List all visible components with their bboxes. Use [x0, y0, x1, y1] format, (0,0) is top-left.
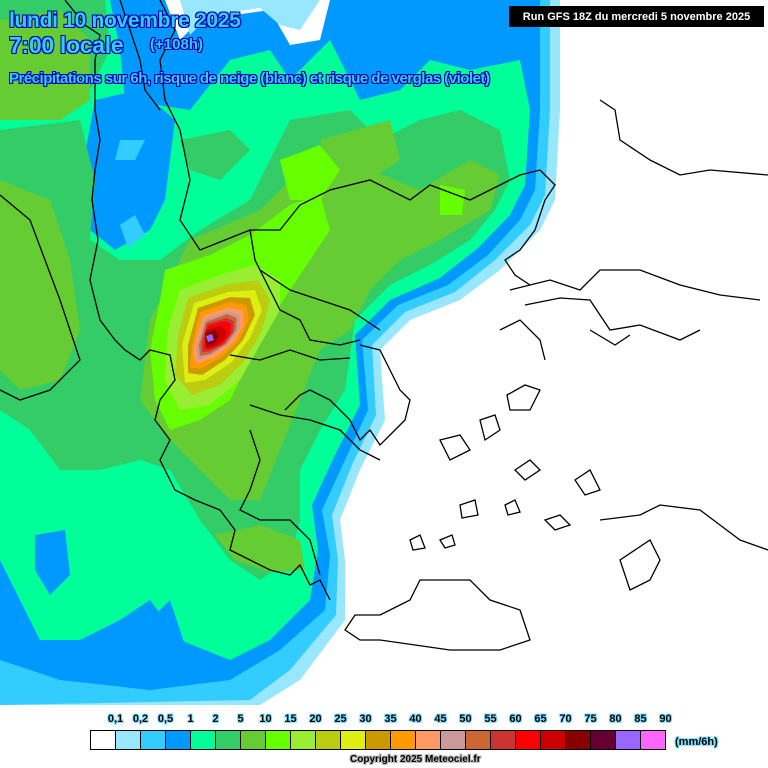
legend-threshold-label: 30: [359, 713, 372, 725]
legend-threshold-label: 25: [334, 713, 347, 725]
legend-swatch: [91, 731, 116, 749]
legend-swatch: [316, 731, 341, 749]
forecast-time: 7:00 locale: [9, 32, 124, 58]
legend-threshold-label: 2: [212, 713, 219, 725]
legend-threshold-label: 15: [284, 713, 297, 725]
legend-threshold-label: 75: [584, 713, 597, 725]
legend-threshold-label: 1: [187, 713, 194, 725]
legend-threshold-label: 85: [634, 713, 647, 725]
legend-threshold-label: 65: [534, 713, 547, 725]
legend-swatch: [591, 731, 616, 749]
legend-swatch: [266, 731, 291, 749]
legend-swatch: [216, 731, 241, 749]
legend-threshold-label: 45: [434, 713, 447, 725]
legend-swatch: [291, 731, 316, 749]
forecast-date: lundi 10 novembre 2025: [9, 9, 241, 32]
legend-swatch: [516, 731, 541, 749]
legend-swatch: [141, 731, 166, 749]
legend-swatch: [466, 731, 491, 749]
legend-swatch: [491, 731, 516, 749]
legend-threshold-label: 60: [509, 713, 522, 725]
legend-threshold-label: 0,2: [132, 713, 149, 725]
legend-swatch: [416, 731, 441, 749]
legend-swatch: [366, 731, 391, 749]
run-info-box: Run GFS 18Z du mercredi 5 novembre 2025: [509, 6, 764, 27]
legend-threshold-label: 0,1: [107, 713, 124, 725]
legend-threshold-label: 5: [237, 713, 244, 725]
precip-band-5: [0, 10, 90, 120]
legend-swatch: [641, 731, 665, 749]
legend-labels: 0,1 0,2 0,5 1 2 5 10 15 20 25 30 35 40 45 50 55 60 65 70 75…: [90, 713, 690, 727]
legend-threshold-label: 55: [484, 713, 497, 725]
legend-threshold-label: 40: [409, 713, 422, 725]
copyright: Copyright 2025 Meteociel.fr: [350, 754, 481, 765]
legend-threshold-label: 20: [309, 713, 322, 725]
run-info-text: Run GFS 18Z du mercredi 5 novembre 2025: [522, 10, 751, 23]
legend-threshold-label: 10: [259, 713, 272, 725]
legend-threshold-label: 80: [609, 713, 622, 725]
legend-swatch: [241, 731, 266, 749]
legend-swatch: [566, 731, 591, 749]
legend-swatch: [541, 731, 566, 749]
legend-swatch: [616, 731, 641, 749]
legend-swatch: [166, 731, 191, 749]
legend-swatch: [341, 731, 366, 749]
legend-threshold-label: 90: [659, 713, 672, 725]
legend-swatch: [191, 731, 216, 749]
precip-max-core: [206, 334, 214, 342]
legend-swatch: [391, 731, 416, 749]
map-subtitle: Précipitations sur 6h, risque de neige (…: [9, 70, 490, 87]
lead-time: (+108h): [150, 36, 203, 53]
coastlines-borders: [0, 0, 768, 651]
legend-threshold-label: 70: [559, 713, 572, 725]
legend-threshold-label: 0,5: [157, 713, 174, 725]
legend-threshold-label: 50: [459, 713, 472, 725]
legend-threshold-label: 35: [384, 713, 397, 725]
color-legend: [90, 730, 666, 750]
legend-swatch: [116, 731, 141, 749]
legend-unit: (mm/6h): [675, 736, 718, 748]
legend-swatch: [441, 731, 466, 749]
